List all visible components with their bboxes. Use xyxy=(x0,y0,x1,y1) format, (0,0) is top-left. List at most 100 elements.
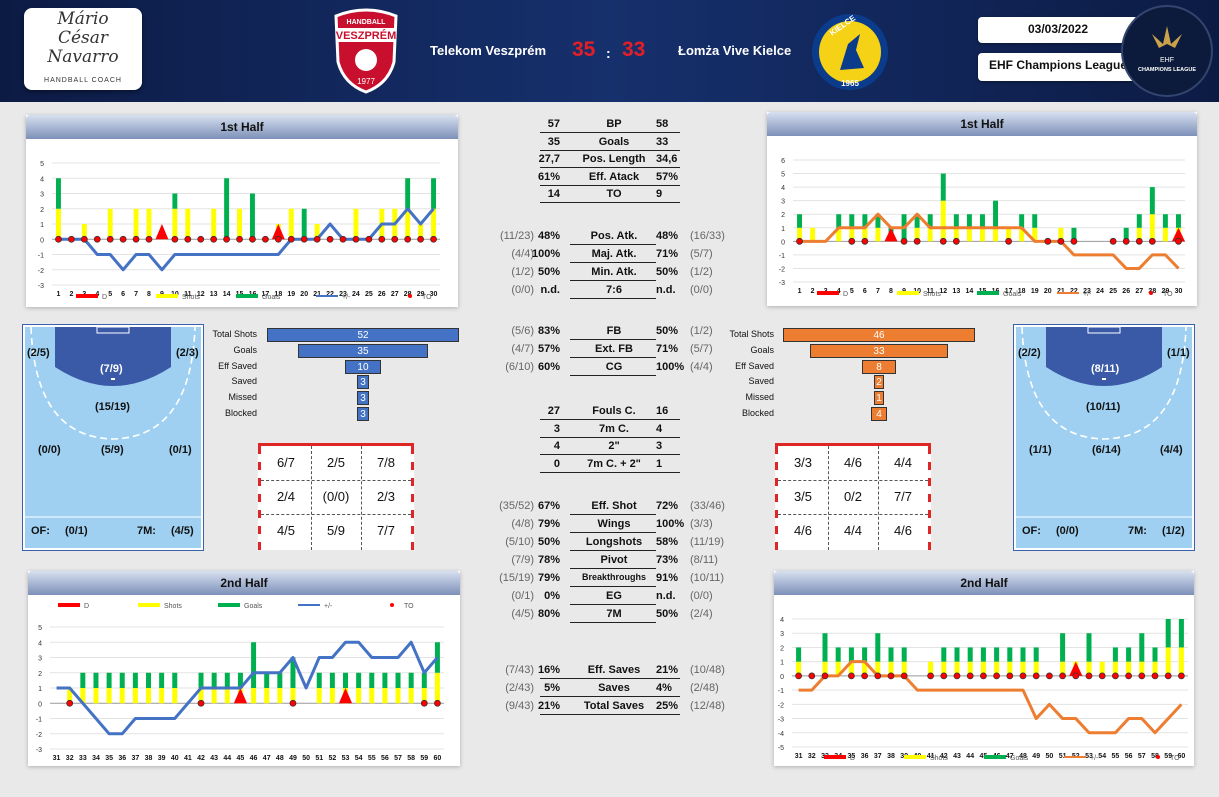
shots-bar xyxy=(1060,661,1066,676)
funnel-label: Saved xyxy=(231,376,257,387)
goal-post xyxy=(258,446,261,550)
x-tick-label: 48 xyxy=(1019,753,1027,760)
shots-bar xyxy=(93,688,99,704)
goals-bar xyxy=(941,647,947,662)
stat-divider xyxy=(570,357,656,358)
goals-bar xyxy=(1112,647,1118,662)
legend-label: Shots xyxy=(923,291,941,298)
y-tick-label: -1 xyxy=(778,688,784,695)
y-tick-label: -1 xyxy=(779,253,785,260)
y-tick-label: 4 xyxy=(781,185,785,192)
legend-label: Goals xyxy=(1010,755,1029,762)
funnel-bar: 4 xyxy=(870,407,888,421)
shots-bar xyxy=(1136,227,1142,242)
y-tick-label: 4 xyxy=(38,640,42,647)
shots-bar xyxy=(159,688,165,704)
x-tick-label: 58 xyxy=(1151,753,1159,760)
legend-swatch xyxy=(897,291,919,295)
goals-bar xyxy=(835,647,841,662)
x-tick-label: 21 xyxy=(313,291,321,298)
to-marker xyxy=(900,672,908,680)
x-tick-label: 35 xyxy=(848,753,856,760)
to-marker xyxy=(1045,672,1053,680)
goals-bar xyxy=(172,672,178,688)
to-marker xyxy=(236,235,243,243)
to-marker xyxy=(171,235,179,243)
legend-label: Shots xyxy=(182,294,200,301)
y-tick-label: -2 xyxy=(36,732,42,739)
x-tick-label: 20 xyxy=(300,291,308,298)
goals-bar xyxy=(343,672,348,688)
goals-bar xyxy=(1175,214,1181,228)
goal-zone-cell: 5/9 xyxy=(326,523,346,538)
to-marker xyxy=(55,235,62,243)
x-tick-label: 28 xyxy=(404,291,412,298)
goal-divider xyxy=(778,514,928,515)
stat-away-ratio: (1/2) xyxy=(690,266,713,278)
stat-away-value: 4 xyxy=(656,422,663,435)
funnel-label: Missed xyxy=(745,392,774,403)
stat-home-value: 57 xyxy=(547,118,560,130)
goals-bar xyxy=(421,672,427,688)
legend-swatch xyxy=(76,294,98,298)
defence-marker xyxy=(1171,227,1185,242)
legend-label: Goals xyxy=(244,603,263,610)
shots-bar xyxy=(1032,227,1038,242)
away-zone-right-wing: (1/1) xyxy=(1167,347,1190,359)
home-7m-value: (4/5) xyxy=(171,525,194,537)
stat-home-ratio: (4/8) xyxy=(511,518,534,530)
goals-bar xyxy=(159,672,165,688)
stat-label: Breakthroughs xyxy=(581,572,646,582)
stat-divider xyxy=(540,202,680,203)
shots-bar xyxy=(901,661,907,676)
legend-swatch xyxy=(408,294,412,298)
stat-away-value: 71% xyxy=(656,248,679,260)
x-tick-label: 56 xyxy=(1125,753,1133,760)
shots-bar xyxy=(198,688,204,704)
x-tick-label: 51 xyxy=(1059,753,1067,760)
shots-bar xyxy=(146,208,152,240)
stat-away-value: 34,6 xyxy=(656,153,678,165)
to-marker xyxy=(145,235,153,243)
y-tick-label: -4 xyxy=(778,731,784,738)
stat-home-ratio: (9/43) xyxy=(505,700,534,712)
y-tick-label: -2 xyxy=(38,268,44,275)
away-second-half-title: 2nd Half xyxy=(774,571,1194,595)
goals-bar xyxy=(1139,633,1145,662)
to-marker xyxy=(1005,237,1013,245)
to-marker xyxy=(378,235,386,243)
to-marker xyxy=(313,235,321,243)
defence-marker xyxy=(271,224,285,240)
funnel-label: Eff Saved xyxy=(735,360,774,371)
to-marker xyxy=(1151,672,1159,680)
shots-bar xyxy=(418,224,424,240)
shots-bar xyxy=(382,688,388,704)
legend-label: Shots xyxy=(164,603,182,610)
to-marker xyxy=(887,672,895,680)
shots-bar xyxy=(914,227,920,242)
home-first-half-title: 1st Half xyxy=(26,115,458,139)
legend-swatch xyxy=(977,291,999,295)
x-tick-label: 12 xyxy=(197,291,205,298)
shots-bar xyxy=(810,227,816,242)
away-score: 33 xyxy=(622,38,646,61)
stat-label: Goals xyxy=(598,135,630,148)
stat-home-value: 0% xyxy=(544,590,560,602)
stat-away-value: 25% xyxy=(656,700,679,712)
stat-home-ratio: (4/7) xyxy=(511,343,534,355)
shots-bar xyxy=(980,661,986,676)
funnel-label: Blocked xyxy=(224,408,257,418)
stat-away-value: 9 xyxy=(656,188,663,200)
x-tick-label: 53 xyxy=(1085,753,1093,760)
to-marker xyxy=(796,237,803,245)
goals-bar xyxy=(431,178,436,209)
away-first-half-panel xyxy=(767,112,1197,306)
x-tick-label: 41 xyxy=(927,753,935,760)
x-tick-label: 27 xyxy=(1135,288,1143,295)
shots-bar xyxy=(822,661,828,676)
x-tick-label: 53 xyxy=(342,755,350,762)
x-tick-label: 54 xyxy=(1098,753,1106,760)
y-tick-label: 3 xyxy=(781,199,785,206)
goal-zone-cell: 4/6 xyxy=(843,455,863,470)
shots-bar xyxy=(849,227,855,242)
